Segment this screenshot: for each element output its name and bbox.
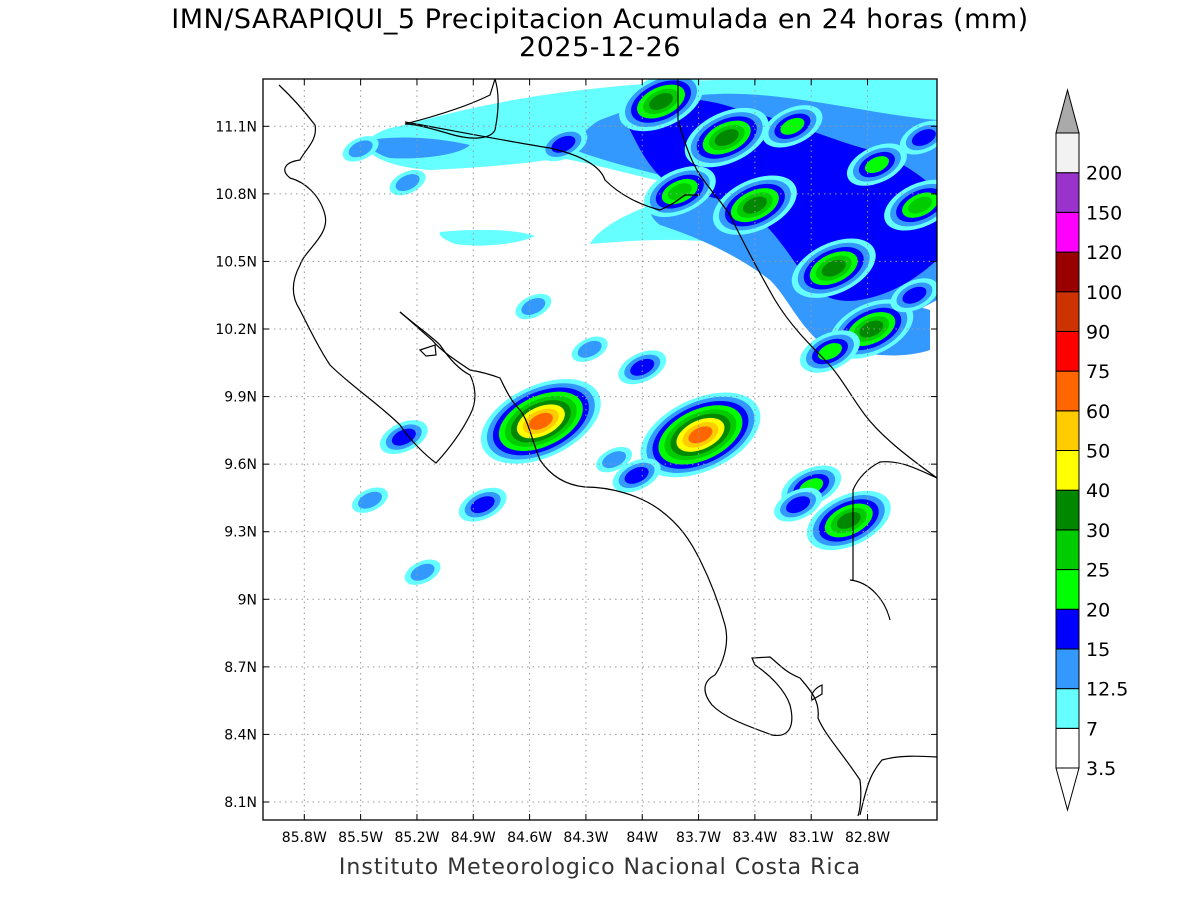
lat-tick-label: 8.7N (224, 660, 257, 676)
lon-tick-label: 83.4W (732, 830, 777, 846)
precip-cell-1 (684, 107, 769, 168)
precip-cell-25 (846, 143, 907, 186)
legend-swatch-1 (1055, 688, 1080, 729)
legend-swatch-11 (1055, 291, 1080, 332)
legend-swatch-8 (1055, 410, 1080, 451)
lat-tick-label: 9.3N (224, 525, 257, 541)
legend-label: 200 (1086, 163, 1122, 185)
legend-label: 40 (1086, 480, 1110, 502)
precip-cell-23 (342, 136, 379, 162)
lat-tick-label: 8.4N (224, 727, 257, 743)
map-frame (262, 78, 938, 821)
legend-swatch-2 (1055, 648, 1080, 690)
legend-label: 75 (1086, 361, 1110, 383)
map-date-subtitle: 2025-12-26 (519, 32, 681, 63)
precip-cell-8 (640, 392, 761, 478)
legend-label: 120 (1086, 242, 1122, 264)
precip-cell-11 (618, 350, 667, 385)
legend-swatch-9 (1055, 370, 1080, 412)
legend-label: 7 (1086, 718, 1098, 740)
precip-cell-6 (884, 179, 937, 231)
lat-tick-label: 9.6N (224, 457, 257, 473)
map-title: IMN/SARAPIQUI_5 Precipitacion Acumulada … (171, 4, 1029, 35)
precip-cell-22 (404, 559, 441, 585)
legend-label: 90 (1086, 321, 1110, 343)
precip-cell-19 (352, 487, 389, 513)
legend-swatch-15 (1055, 132, 1080, 174)
lat-tick-label: 10.8N (215, 187, 257, 203)
legend-swatch-7 (1055, 450, 1080, 491)
precip-cell-21 (515, 293, 552, 320)
precip-cell-10 (806, 490, 891, 551)
lon-tick-label: 84.9W (451, 830, 496, 846)
legend-label: 3.5 (1086, 758, 1116, 780)
lon-tick-label: 85.8W (282, 830, 327, 846)
legend-label: 50 (1086, 441, 1110, 463)
lat-tick-label: 9N (238, 592, 257, 608)
precip-cell-15 (379, 420, 428, 455)
precip-cell-27 (899, 120, 937, 155)
legend-swatch-5 (1055, 529, 1080, 571)
precip-cell-2 (712, 175, 797, 235)
legend-label: 20 (1086, 599, 1110, 621)
legend-label: 60 (1086, 401, 1110, 423)
precip-cell-20 (571, 336, 608, 362)
legend-swatch-13 (1055, 211, 1080, 253)
lon-tick-label: 85.5W (338, 830, 383, 846)
legend-swatch-0 (1055, 727, 1080, 769)
legend-label: 150 (1086, 202, 1122, 224)
precip-cells (342, 79, 937, 585)
precip-cell-24 (389, 169, 426, 196)
precip-cell-28 (800, 330, 860, 373)
lon-tick-label: 84.6W (507, 830, 552, 846)
legend-swatch-6 (1055, 489, 1080, 531)
legend-under-arrow (1055, 767, 1080, 812)
precip-cell-3 (643, 166, 716, 218)
precip-cell-17 (596, 446, 633, 473)
legend-label: 12.5 (1086, 679, 1128, 701)
lat-tick-label: 11.1N (215, 119, 257, 135)
legend-swatch-14 (1055, 172, 1080, 213)
lon-tick-label: 83.1W (789, 830, 834, 846)
lat-tick-label: 10.5N (215, 254, 257, 270)
footer-credit: Instituto Meteorologico Nacional Costa R… (338, 855, 862, 880)
precip-cell-13 (774, 487, 823, 522)
precip-cell-16 (612, 458, 661, 493)
legend-swatch-12 (1055, 251, 1080, 293)
legend-swatch-3 (1055, 608, 1080, 650)
precip-cell-14 (458, 487, 507, 522)
precip-cell-26 (890, 278, 937, 313)
color-legend: 3.5 7 12.5 15 20 25 30 40 50 60 75 90 100 120 150 200 (1055, 88, 1128, 812)
map-area (263, 79, 937, 820)
legend-swatch-10 (1055, 330, 1080, 372)
lat-tick-label: 9.9N (224, 390, 257, 406)
graticule (263, 79, 937, 820)
legend-label: 15 (1086, 639, 1110, 661)
lon-tick-label: 82.8W (845, 830, 890, 846)
legend-label: 30 (1086, 520, 1110, 542)
legend-over-arrow (1055, 88, 1080, 134)
lat-tick-label: 10.2N (215, 322, 257, 338)
precip-cell-18 (539, 127, 588, 162)
legend-label: 100 (1086, 282, 1122, 304)
axis-ticks: 11.1N 10.8N 10.5N 10.2N 9.9N 9.6N 9.3N 9N 8.7N 8.… (215, 79, 937, 846)
coastline (278, 79, 937, 817)
lon-tick-label: 84W (626, 830, 658, 846)
legend-label: 25 (1086, 560, 1110, 582)
precip-cell-0 (619, 79, 703, 132)
lon-tick-label: 84.3W (563, 830, 608, 846)
lon-tick-label: 85.2W (394, 830, 439, 846)
precip-cell-9 (480, 378, 601, 464)
lat-tick-label: 8.1N (224, 795, 257, 811)
legend-swatch-4 (1055, 569, 1080, 610)
lon-tick-label: 83.7W (676, 830, 721, 846)
